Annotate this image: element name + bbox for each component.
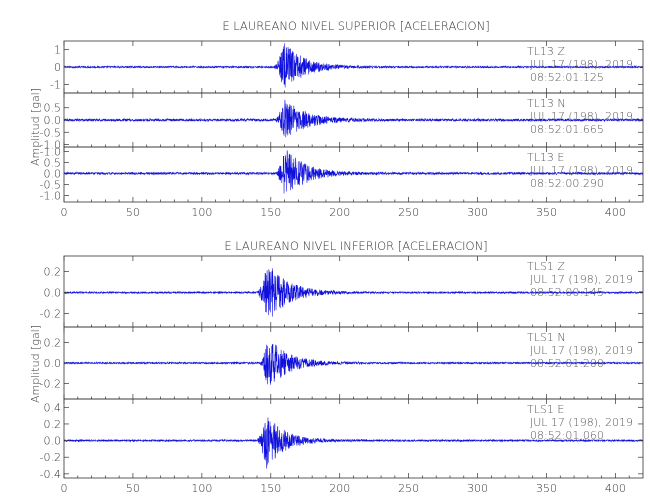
y-tick-label: -0.2 — [40, 307, 61, 320]
trace-tl13-z — [64, 43, 643, 88]
y-tick-label: -1.0 — [40, 145, 61, 158]
date-label: JUL 17 (198), 2019 — [530, 58, 633, 71]
x-tick-label: 250 — [398, 206, 419, 219]
y-axis-label-inferior: Amplitud [gal] — [29, 325, 42, 403]
y-tick-label: 0.2 — [44, 266, 62, 279]
y-tick-label: 0.0 — [44, 167, 62, 180]
y-tick-label: -0.5 — [40, 178, 61, 191]
y-tick-label: -1.0 — [40, 139, 61, 152]
x-tick-label: 100 — [191, 482, 212, 495]
x-tick-label: 100 — [191, 206, 212, 219]
x-tick-label: 350 — [536, 206, 557, 219]
x-tick-label: 0 — [61, 206, 68, 219]
time-label: 08:52:01.665 — [530, 123, 604, 136]
y-tick-label: 0.4 — [44, 401, 62, 414]
chart-title-superior: E LAUREANO NIVEL SUPERIOR [ACELERACION] — [222, 19, 489, 33]
time-label: 08:52:01.200 — [530, 357, 604, 370]
x-tick-label: 150 — [260, 482, 281, 495]
x-tick-label: 150 — [260, 206, 281, 219]
y-tick-label: 0.0 — [44, 435, 62, 448]
x-tick-label: 350 — [536, 482, 557, 495]
x-tick-label: 300 — [467, 482, 488, 495]
y-tick-label: -1.0 — [40, 189, 61, 202]
station-label: TLS1 Z — [527, 260, 565, 273]
y-tick-label: 0.0 — [44, 357, 62, 370]
y-tick-label: 0.0 — [44, 114, 62, 127]
y-tick-label: 0.2 — [44, 336, 62, 349]
y-tick-label: 1 — [54, 44, 61, 57]
date-label: JUL 17 (198), 2019 — [530, 344, 633, 357]
date-label: JUL 17 (198), 2019 — [530, 164, 633, 177]
x-tick-label: 50 — [126, 206, 140, 219]
trace-tl13-n — [64, 99, 643, 138]
y-tick-label: 0 — [54, 61, 61, 74]
station-label: TLS1 E — [527, 403, 564, 416]
station-label: TL13 Z — [527, 45, 565, 58]
trace-tl13-e — [64, 150, 643, 194]
trace-tls1-z — [64, 268, 643, 317]
x-tick-label: 300 — [467, 206, 488, 219]
x-tick-label: 400 — [605, 482, 626, 495]
time-label: 08:52:01.060 — [530, 429, 604, 442]
y-axis-label-superior: Amplitud [gal] — [29, 88, 42, 166]
station-label: TL13 E — [527, 151, 564, 164]
y-tick-label: -1 — [50, 78, 61, 91]
chart-title-inferior: E LAUREANO NIVEL INFERIOR [ACELERACION] — [224, 239, 487, 253]
x-tick-label: 0 — [61, 482, 68, 495]
time-label: 08:52:00.290 — [530, 177, 604, 190]
trace-tls1-e — [64, 417, 643, 469]
chart-superior: E LAUREANO NIVEL SUPERIOR [ACELERACION] … — [29, 19, 644, 219]
date-label: JUL 17 (198), 2019 — [530, 273, 633, 286]
chart-inferior: E LAUREANO NIVEL INFERIOR [ACELERACION] … — [29, 239, 644, 495]
trace-tls1-n — [64, 344, 643, 385]
y-tick-label: 0.0 — [44, 287, 62, 300]
x-tick-label: 250 — [398, 482, 419, 495]
y-tick-label: -0.2 — [40, 378, 61, 391]
x-tick-label: 200 — [329, 482, 350, 495]
time-label: 08:52:00.145 — [530, 286, 604, 299]
y-tick-label: -0.2 — [40, 451, 61, 464]
y-tick-label: 0.2 — [44, 418, 62, 431]
time-label: 08:52:01.125 — [530, 71, 604, 84]
y-tick-label: -0.4 — [40, 468, 61, 481]
date-label: JUL 17 (198), 2019 — [530, 416, 633, 429]
y-tick-label: 0.5 — [44, 156, 62, 169]
x-tick-label: 200 — [329, 206, 350, 219]
station-label: TLS1 N — [527, 331, 566, 344]
x-tick-label: 50 — [126, 482, 140, 495]
y-tick-label: -0.5 — [40, 126, 61, 139]
x-tick-label: 400 — [605, 206, 626, 219]
y-tick-label: 0.5 — [44, 102, 62, 115]
station-label: TL13 N — [527, 97, 566, 110]
date-label: JUL 17 (198), 2019 — [530, 110, 633, 123]
